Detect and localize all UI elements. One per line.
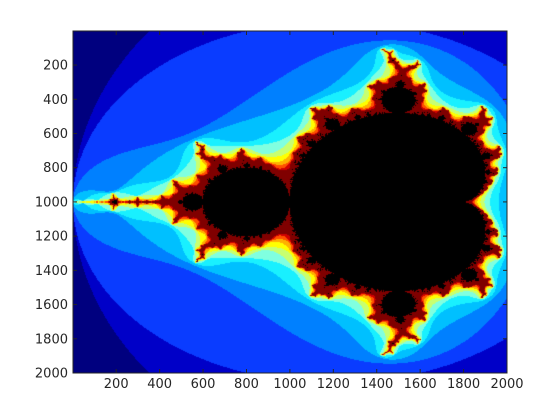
y-tick-label: 1000 bbox=[35, 195, 68, 210]
y-tick-label: 1600 bbox=[35, 298, 68, 313]
x-tick-label: 400 bbox=[147, 377, 172, 392]
x-tick-label: 1400 bbox=[360, 377, 393, 392]
y-tick-label: 800 bbox=[43, 161, 68, 176]
y-tick-label: 1400 bbox=[35, 264, 68, 279]
y-axis: 200 400 600 800 1000 1200 1400 1600 1800 2000 bbox=[35, 59, 507, 382]
x-axis: 200 400 600 800 1000 1200 1400 1600 1800 2000 bbox=[104, 31, 524, 392]
x-tick-label: 1800 bbox=[447, 377, 480, 392]
y-tick-label: 1200 bbox=[35, 230, 68, 245]
x-tick-label: 1600 bbox=[404, 377, 437, 392]
y-tick-label: 2000 bbox=[35, 367, 68, 382]
plot-area bbox=[72, 30, 508, 374]
x-tick-label: 1200 bbox=[317, 377, 350, 392]
x-tick-label: 200 bbox=[104, 377, 129, 392]
x-tick-label: 600 bbox=[191, 377, 216, 392]
y-tick-label: 1800 bbox=[35, 332, 68, 347]
mandelbrot-heatmap bbox=[73, 31, 507, 373]
x-tick-label: 1000 bbox=[273, 377, 306, 392]
x-tick-label: 2000 bbox=[490, 377, 523, 392]
heatmap-image bbox=[73, 31, 507, 373]
y-tick-label: 600 bbox=[43, 127, 68, 142]
y-tick-label: 400 bbox=[43, 93, 68, 108]
y-tick-label: 200 bbox=[43, 59, 68, 74]
x-tick-label: 800 bbox=[234, 377, 259, 392]
